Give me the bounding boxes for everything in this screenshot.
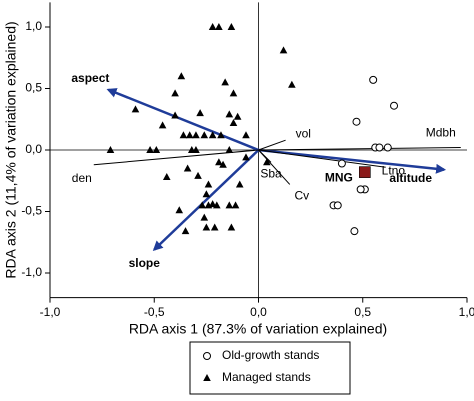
y-tick-label: 0,0 xyxy=(25,142,42,156)
triangle-point xyxy=(229,118,238,126)
triangle-point xyxy=(200,213,209,221)
env-vector xyxy=(258,139,286,151)
vector-label: Ltno xyxy=(382,163,406,177)
triangle-point xyxy=(210,223,219,231)
triangle-point xyxy=(217,131,225,139)
circle-point xyxy=(375,143,384,152)
triangle-point xyxy=(288,80,296,88)
vector-label: vol xyxy=(296,126,311,140)
triangle-point xyxy=(242,131,250,139)
triangle-point xyxy=(208,131,217,139)
triangle-point xyxy=(208,200,217,208)
triangle-point xyxy=(225,110,234,118)
triangle-point xyxy=(131,105,140,113)
circle-point xyxy=(356,185,365,194)
centroid-label: MNG xyxy=(325,170,353,184)
triangle-point xyxy=(229,89,238,97)
triangle-point xyxy=(146,146,154,153)
triangle-point xyxy=(213,201,221,209)
triangle-point xyxy=(204,201,213,209)
triangle-point xyxy=(106,146,115,153)
triangle-point xyxy=(263,158,271,166)
triangle-point xyxy=(152,146,161,153)
x-tick-label: -1,0 xyxy=(40,305,61,319)
vector-label: Sba xyxy=(260,166,282,180)
triangle-point xyxy=(204,180,213,188)
triangle-point xyxy=(194,171,202,179)
triangle-point xyxy=(198,201,207,209)
triangle-point xyxy=(162,173,171,181)
y-tick-label: 1,0 xyxy=(25,19,42,33)
triangle-point xyxy=(181,227,190,235)
arrow-vector xyxy=(152,149,260,252)
x-tick-label: -0,5 xyxy=(144,305,165,319)
legend-symbol xyxy=(203,374,211,381)
circle-point xyxy=(352,117,361,126)
legend-label: Managed stands xyxy=(222,370,311,384)
triangle-point xyxy=(219,160,227,168)
x-tick-label: 0,5 xyxy=(354,305,371,319)
triangle-point xyxy=(231,201,240,209)
y-tick-label: -0,5 xyxy=(21,204,42,218)
triangle-point xyxy=(179,131,188,139)
triangle-point xyxy=(185,131,194,139)
vector-label: Mdbh xyxy=(426,126,456,140)
x-tick-label: 1,0 xyxy=(459,305,474,319)
x-tick-label: 0,0 xyxy=(250,305,267,319)
env-vector xyxy=(258,147,461,151)
arrow-vector xyxy=(258,148,447,174)
triangle-point xyxy=(225,146,234,153)
triangle-point xyxy=(158,121,167,129)
env-vector xyxy=(258,149,291,185)
triangle-point xyxy=(202,190,211,198)
env-vector xyxy=(258,149,386,168)
circle-point xyxy=(337,159,346,168)
triangle-point xyxy=(227,23,236,30)
y-tick-label: -1,0 xyxy=(21,265,42,279)
triangle-point xyxy=(221,78,229,86)
vector-label: slope xyxy=(129,256,161,270)
env-vector xyxy=(93,149,259,166)
triangle-point xyxy=(225,201,234,209)
vector-label: Cv xyxy=(294,189,309,203)
triangle-point xyxy=(215,23,223,30)
triangle-point xyxy=(196,109,204,117)
arrow-vector xyxy=(106,88,259,152)
triangle-point xyxy=(183,164,192,172)
triangle-point xyxy=(177,72,186,80)
y-axis-title: RDA axis 2 (11,4% of variation explained… xyxy=(3,21,19,278)
vector-label: den xyxy=(72,171,92,185)
circle-point xyxy=(369,75,378,84)
triangle-point xyxy=(192,146,200,153)
circle-point xyxy=(390,101,399,110)
triangle-point xyxy=(227,223,236,231)
triangle-point xyxy=(192,131,200,139)
triangle-point xyxy=(235,180,244,188)
x-axis-title: RDA axis 1 (87.3% of variation explained… xyxy=(129,321,387,337)
circle-point xyxy=(333,201,342,210)
circle-point xyxy=(350,227,359,236)
triangle-point xyxy=(171,111,179,119)
triangle-point xyxy=(242,153,250,161)
triangle-point xyxy=(171,89,179,97)
triangle-point xyxy=(200,131,209,139)
legend-label: Old-growth stands xyxy=(222,348,319,362)
vector-label: aspect xyxy=(71,71,109,85)
triangle-point xyxy=(175,206,184,214)
triangle-point xyxy=(233,112,242,120)
triangle-point xyxy=(215,158,223,166)
triangle-point xyxy=(202,223,211,231)
legend-box xyxy=(189,341,351,395)
legend-symbol xyxy=(203,352,211,360)
centroid xyxy=(359,166,371,178)
circle-point xyxy=(383,143,392,152)
vector-label: altitude xyxy=(389,171,432,185)
triangle-point xyxy=(279,46,288,54)
triangle-point xyxy=(208,23,217,30)
y-tick-label: 0,5 xyxy=(25,81,42,95)
